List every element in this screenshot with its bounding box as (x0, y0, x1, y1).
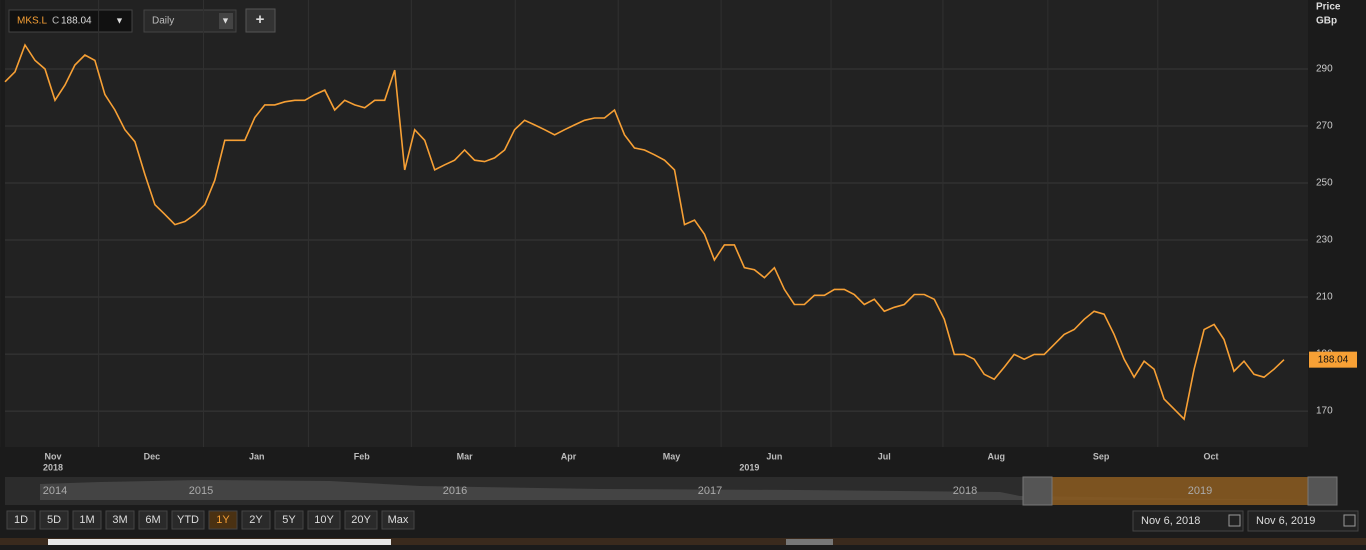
x-tick-label: Nov (44, 451, 61, 461)
range-button[interactable] (274, 510, 304, 530)
range-button-label: 1M (79, 514, 94, 526)
range-button-label: 10Y (314, 514, 334, 526)
year-label: 2019 (739, 462, 759, 472)
range-button[interactable] (171, 510, 205, 530)
range-button[interactable] (208, 510, 238, 530)
y-axis-label: Price (1316, 2, 1341, 13)
x-tick-label: Apr (561, 451, 577, 461)
x-tick-label: May (663, 451, 681, 461)
navigator-year: 2015 (189, 485, 213, 497)
x-tick-label: Jul (878, 451, 891, 461)
plot-area (5, 0, 1308, 447)
dropdown-arrow: ▼ (221, 15, 230, 25)
last-price-label: 188.04 (1318, 354, 1349, 365)
range-button-label: YTD (177, 514, 199, 526)
y-tick-label: 230 (1316, 235, 1333, 246)
range-button[interactable] (6, 510, 36, 530)
x-tick-label: Jan (249, 451, 265, 461)
date-from-box[interactable] (1132, 510, 1244, 532)
navigator-area (40, 480, 1308, 500)
range-button[interactable] (307, 510, 341, 530)
interval: Daily (152, 16, 174, 27)
price-line (4, 43, 1285, 421)
range-button-label: Max (388, 514, 409, 526)
navigator-year: 2016 (443, 485, 467, 497)
range-button[interactable] (381, 510, 415, 530)
range-button-label: 5D (47, 514, 61, 526)
last-price-box (1309, 351, 1357, 368)
scrollbar-thumb[interactable] (48, 539, 391, 545)
x-tick-label: Oct (1204, 451, 1219, 461)
symbol: MKS.L (17, 16, 47, 27)
y-axis-unit: GBp (1316, 16, 1337, 27)
date-from: Nov 6, 2018 (1141, 515, 1200, 527)
x-tick-label: Feb (354, 451, 371, 461)
date-to-box[interactable] (1247, 510, 1359, 532)
y-tick-label: 270 (1316, 121, 1333, 132)
range-button-label: 5Y (282, 514, 296, 526)
range-button[interactable] (39, 510, 69, 530)
calendar-icon[interactable] (1228, 514, 1241, 527)
navigator-year: 2019 (1188, 485, 1212, 497)
range-button[interactable] (138, 510, 168, 530)
interval-select[interactable] (143, 9, 237, 33)
year-label: 2018 (43, 462, 63, 472)
scrollbar-thumb (786, 539, 833, 545)
scrollbar (0, 538, 1366, 545)
close-label: C (52, 16, 59, 27)
range-button[interactable] (105, 510, 135, 530)
dropdown-button (219, 13, 233, 29)
add-button[interactable] (245, 8, 276, 33)
navigator-handle[interactable] (1022, 476, 1053, 506)
range-button[interactable] (241, 510, 271, 530)
range-button-label: 20Y (351, 514, 371, 526)
range-button[interactable] (72, 510, 102, 530)
x-tick-label: Jun (766, 451, 782, 461)
range-button[interactable] (344, 510, 378, 530)
x-tick-label: Aug (987, 451, 1005, 461)
calendar-icon[interactable] (1343, 514, 1356, 527)
range-button-label: 1D (14, 514, 28, 526)
range-button-label: 6M (145, 514, 160, 526)
x-tick-label: Dec (144, 451, 161, 461)
range-button-label: 3M (112, 514, 127, 526)
navigator-year: 2014 (43, 485, 67, 497)
navigator-handle[interactable] (1307, 476, 1338, 506)
add-label: + (256, 11, 265, 28)
x-tick-label: Mar (457, 451, 474, 461)
y-tick-label: 250 (1316, 178, 1333, 189)
dropdown-arrow: ▼ (115, 15, 124, 25)
date-to: Nov 6, 2019 (1256, 515, 1315, 527)
y-tick-label: 290 (1316, 64, 1333, 75)
navigator-selection[interactable] (1037, 477, 1308, 505)
navigator-year: 2017 (698, 485, 722, 497)
y-tick-label: 170 (1316, 406, 1333, 417)
range-button-label: 2Y (249, 514, 263, 526)
x-tick-label: Sep (1093, 451, 1110, 461)
close-value: 188.04 (61, 16, 92, 27)
y-tick-label: 210 (1316, 292, 1333, 303)
navigator-year: 2018 (953, 485, 977, 497)
range-button-label: 1Y (216, 514, 230, 526)
symbol-box[interactable] (8, 9, 133, 33)
